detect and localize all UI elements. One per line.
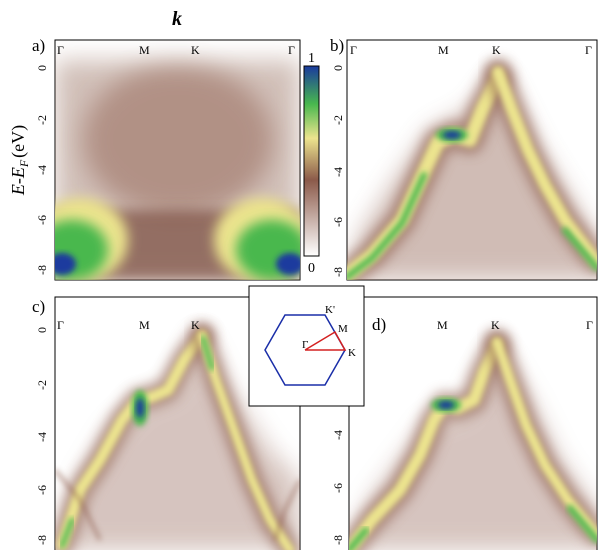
panel-c-symbol-k: K — [191, 318, 200, 332]
panel-d-right-band-core — [567, 505, 597, 543]
panel-a-left-blue — [55, 253, 76, 275]
panel-d-ytick-0: -4 — [331, 430, 345, 440]
energy-axis-label: E-EF(eV) — [8, 125, 31, 196]
colorbar-min-label: 0 — [308, 261, 315, 276]
panel-b-ytick-0: 0 — [331, 65, 345, 71]
panel-c-symbol-m: M — [139, 318, 150, 332]
panel-b-right-band-core — [562, 227, 597, 271]
bz-label-m: M — [338, 323, 348, 335]
panel-c-ytick-1: -2 — [35, 380, 49, 390]
panel-a-right-blue — [276, 253, 300, 275]
panel-c-m-hotspot-core — [136, 398, 144, 418]
colorbar-max-label: 1 — [308, 51, 315, 66]
panel-b-symbol-m: M — [438, 43, 449, 57]
bz-hexagon — [264, 314, 346, 386]
panel-a-ytick-0: 0 — [35, 65, 49, 71]
panel-b-ytick-1: -2 — [331, 115, 345, 125]
panel-a-ytick-4: -8 — [35, 265, 49, 275]
panel-c-diffuse — [55, 330, 300, 550]
panel-c-symbol-gamma: Γ — [57, 318, 64, 332]
panel-b-symbol-gamma-left: Γ — [350, 43, 357, 57]
panel-c-label: c) — [32, 297, 45, 316]
panel-b-ytick-2: -4 — [331, 167, 345, 177]
panel-c-faint-band-left — [55, 468, 102, 541]
colorbar-gradient — [303, 65, 320, 257]
panel-a-symbol-m: M — [139, 43, 150, 57]
bz-label-kprime: K' — [325, 304, 335, 316]
panel-a-ytick-1: -2 — [35, 115, 49, 125]
bz-label-gamma: Γ — [302, 339, 308, 351]
panel-b-symbol-k: K — [492, 43, 501, 57]
panel-d-symbol-gamma: Γ — [586, 318, 593, 332]
panel-b: b) Γ M K Γ 0 -2 -4 -6 -8 — [330, 36, 598, 281]
panel-c-left-band-core — [59, 517, 75, 549]
panel-d-diffuse — [349, 345, 597, 550]
panel-c-right-band-core — [200, 335, 215, 371]
panel-a: a) Γ M K Γ 0 -2 -4 -6 -8 — [32, 36, 301, 281]
panel-a-symbol-k: K — [191, 43, 200, 57]
panel-c-ytick-4: -8 — [35, 535, 49, 545]
panel-c-ytick-0: 0 — [35, 327, 49, 333]
panel-a-symbol-gamma-left: Γ — [57, 43, 64, 57]
panel-d-right-band — [492, 337, 597, 540]
colorbar: 1 0 — [303, 51, 320, 276]
bz-inset-frame — [248, 285, 365, 407]
panel-b-m-hotspot-core — [443, 131, 461, 139]
panel-a-upper-diffuse — [83, 65, 273, 215]
panel-d-left-band — [349, 339, 503, 550]
panel-c-ytick-2: -4 — [35, 432, 49, 442]
panel-c-faint-band-right — [273, 479, 300, 541]
panel-d-symbol-m: M — [437, 318, 448, 332]
panel-d-symbol-k: K — [491, 318, 500, 332]
panel-a-label: a) — [32, 36, 45, 55]
panel-b-ytick-3: -6 — [331, 217, 345, 227]
panel-a-symbol-gamma-right: Γ — [288, 43, 295, 57]
panel-d-left-band-core — [349, 527, 369, 550]
panel-a-ytick-3: -6 — [35, 215, 49, 225]
k-axis-label: k — [172, 8, 182, 30]
panel-b-right-band — [492, 66, 597, 268]
panel-d: d) M K Γ -4 -6 -8 — [331, 296, 598, 550]
panel-c-right-band — [197, 330, 295, 550]
panel-d-ytick-2: -8 — [331, 535, 345, 545]
panel-b-ytick-4: -8 — [331, 267, 345, 277]
panel-c-ytick-3: -6 — [35, 485, 49, 495]
panel-b-left-band-core — [347, 172, 427, 280]
panel-b-label: b) — [330, 36, 344, 55]
panel-d-ytick-1: -6 — [331, 483, 345, 493]
panel-d-m-hotspot-core — [438, 401, 454, 409]
panel-b-symbol-gamma-right: Γ — [585, 43, 592, 57]
bz-inset: K' M Γ K — [248, 285, 365, 407]
bz-path — [304, 330, 347, 351]
panel-d-label: d) — [372, 315, 386, 334]
bz-label-k: K — [348, 347, 356, 359]
panel-a-ytick-2: -4 — [35, 165, 49, 175]
